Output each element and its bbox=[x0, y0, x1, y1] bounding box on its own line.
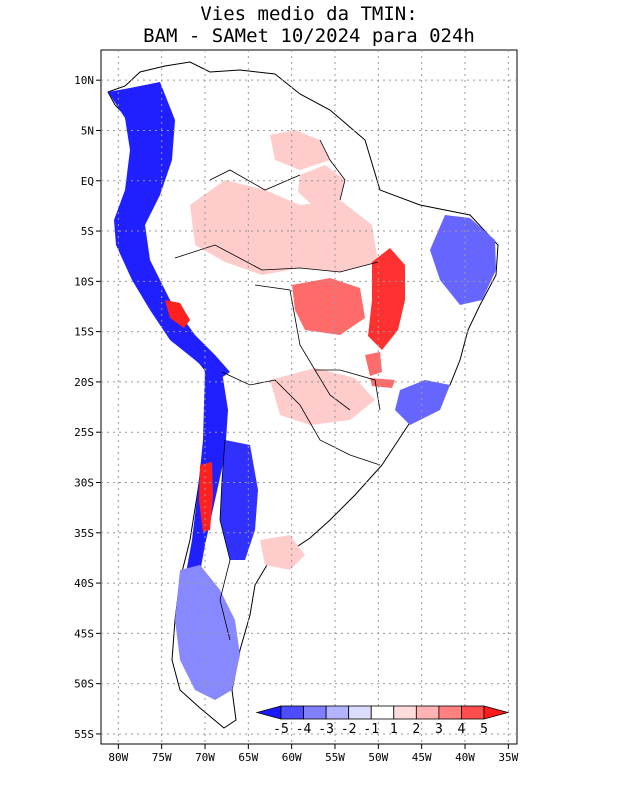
country-borders bbox=[174, 139, 381, 641]
colorbar-label: -1 bbox=[363, 722, 379, 737]
lon-tick-label: 80W bbox=[108, 751, 128, 764]
amazon-warm-region bbox=[190, 180, 378, 275]
colorbar-label: 3 bbox=[435, 722, 443, 737]
chile-warm-strip bbox=[199, 462, 213, 532]
lat-tick-label: 5S bbox=[81, 225, 94, 238]
lon-tick-label: 60W bbox=[282, 751, 302, 764]
longitude-labels: 80W 75W 70W 65W 60W 55W 50W 45W 40W 35W bbox=[108, 751, 518, 764]
latitude-labels: 10N 5N EQ 5S 10S 15S 20S 25S 30S 35S 40S 45S 50S 55S bbox=[74, 74, 94, 741]
lon-tick-label: 50W bbox=[368, 751, 388, 764]
colorbar-label: -4 bbox=[296, 722, 312, 737]
colorbar-box bbox=[415, 705, 440, 720]
lat-tick-label: 55S bbox=[74, 728, 94, 741]
colorbar-high-arrow bbox=[483, 705, 510, 720]
lon-tick-label: 35W bbox=[498, 751, 518, 764]
patagonia-cold-region bbox=[175, 565, 240, 700]
lat-tick-label: 10N bbox=[74, 74, 94, 87]
lat-tick-label: EQ bbox=[81, 175, 94, 188]
lon-tick-label: 55W bbox=[325, 751, 345, 764]
colorbar-box bbox=[370, 705, 395, 720]
tocantins-warm-region bbox=[368, 248, 405, 350]
lat-tick-label: 40S bbox=[74, 577, 94, 590]
colorbar-boxes bbox=[255, 705, 510, 720]
lon-tick-label: 70W bbox=[195, 751, 215, 764]
guiana-warm-region bbox=[270, 130, 330, 170]
lat-tick-label: 30S bbox=[74, 476, 94, 489]
central-warm-region bbox=[292, 278, 365, 335]
colorbar-box bbox=[438, 705, 462, 720]
lon-tick-label: 75W bbox=[152, 751, 172, 764]
lon-tick-label: 65W bbox=[238, 751, 258, 764]
colorbar-label: 4 bbox=[458, 722, 466, 737]
lon-tick-label: 40W bbox=[455, 751, 475, 764]
argentina-warm-region bbox=[260, 535, 305, 570]
colorbar-box bbox=[393, 705, 417, 720]
title-line-2: BAM - SAMet 10/2024 para 024h bbox=[143, 25, 475, 47]
north-warm-region bbox=[298, 165, 345, 205]
northeast-cold-region bbox=[430, 215, 496, 305]
mg-warm-patch bbox=[365, 352, 382, 376]
colorbar-box bbox=[280, 705, 304, 720]
colorbar-box bbox=[325, 705, 350, 720]
colorbar-label: -3 bbox=[318, 722, 334, 737]
andes-cold-region bbox=[108, 82, 230, 380]
lat-tick-label: 15S bbox=[74, 326, 94, 339]
colorbar: -5 -4 -3 -2 -1 1 2 3 4 5 bbox=[255, 705, 510, 737]
colorbar-label: 1 bbox=[390, 722, 398, 737]
title-line-1: Vies medio da TMIN: bbox=[200, 3, 417, 25]
map-area bbox=[100, 49, 518, 745]
lat-tick-label: 20S bbox=[74, 376, 94, 389]
colorbar-box bbox=[303, 705, 327, 720]
lat-tick-label: 25S bbox=[74, 426, 94, 439]
lat-tick-label: 50S bbox=[74, 678, 94, 691]
colorbar-labels: -5 -4 -3 -2 -1 1 2 3 4 5 bbox=[273, 722, 488, 737]
lon-tick-label: 45W bbox=[412, 751, 432, 764]
colorbar-label: 5 bbox=[480, 722, 488, 737]
lat-lon-grid bbox=[96, 50, 517, 749]
colorbar-label: -2 bbox=[341, 722, 357, 737]
lat-tick-label: 5N bbox=[81, 124, 94, 137]
lat-tick-label: 45S bbox=[74, 627, 94, 640]
peru-warm-strip bbox=[165, 300, 190, 328]
colorbar-label: 2 bbox=[412, 722, 420, 737]
colorbar-box bbox=[461, 705, 485, 720]
east-coast-cold-region bbox=[395, 380, 450, 425]
lat-tick-label: 35S bbox=[74, 527, 94, 540]
colorbar-box bbox=[348, 705, 372, 720]
lat-tick-label: 10S bbox=[74, 275, 94, 288]
colorbar-label: -5 bbox=[273, 722, 289, 737]
